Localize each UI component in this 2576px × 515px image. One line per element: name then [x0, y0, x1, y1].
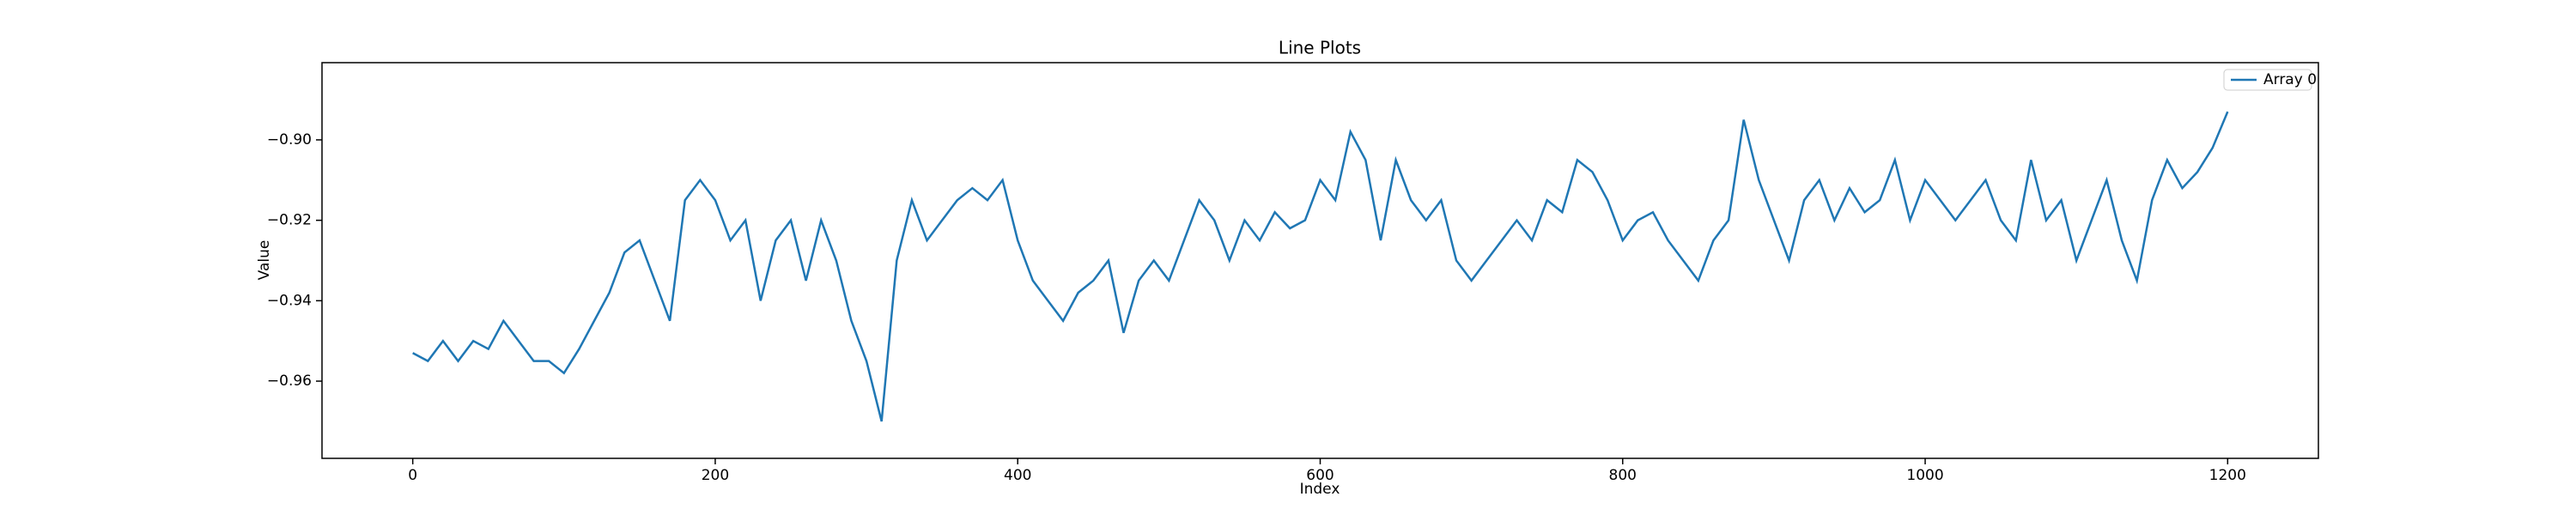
y-tick-label: −0.96 [267, 373, 312, 390]
legend-label: Array 0 [2263, 71, 2317, 88]
y-tick-label: −0.90 [267, 131, 312, 148]
y-axis-label: Value [256, 240, 273, 281]
line-series [412, 111, 2229, 422]
chart-title: Line Plots [1279, 38, 1361, 58]
x-tick-label: 200 [702, 467, 729, 484]
plot-frame [321, 62, 2319, 459]
x-tick-label: 600 [1306, 467, 1334, 484]
legend-box [2223, 69, 2312, 91]
y-tick-label: −0.92 [267, 212, 312, 229]
x-tick-label: 1200 [2209, 467, 2246, 484]
y-tick-label: −0.94 [267, 292, 312, 309]
x-tick-label: 400 [1004, 467, 1031, 484]
x-axis-label: Index [1300, 481, 1340, 498]
x-tick-label: 800 [1609, 467, 1637, 484]
x-tick-label: 0 [408, 467, 417, 484]
x-tick-label: 1000 [1906, 467, 1943, 484]
